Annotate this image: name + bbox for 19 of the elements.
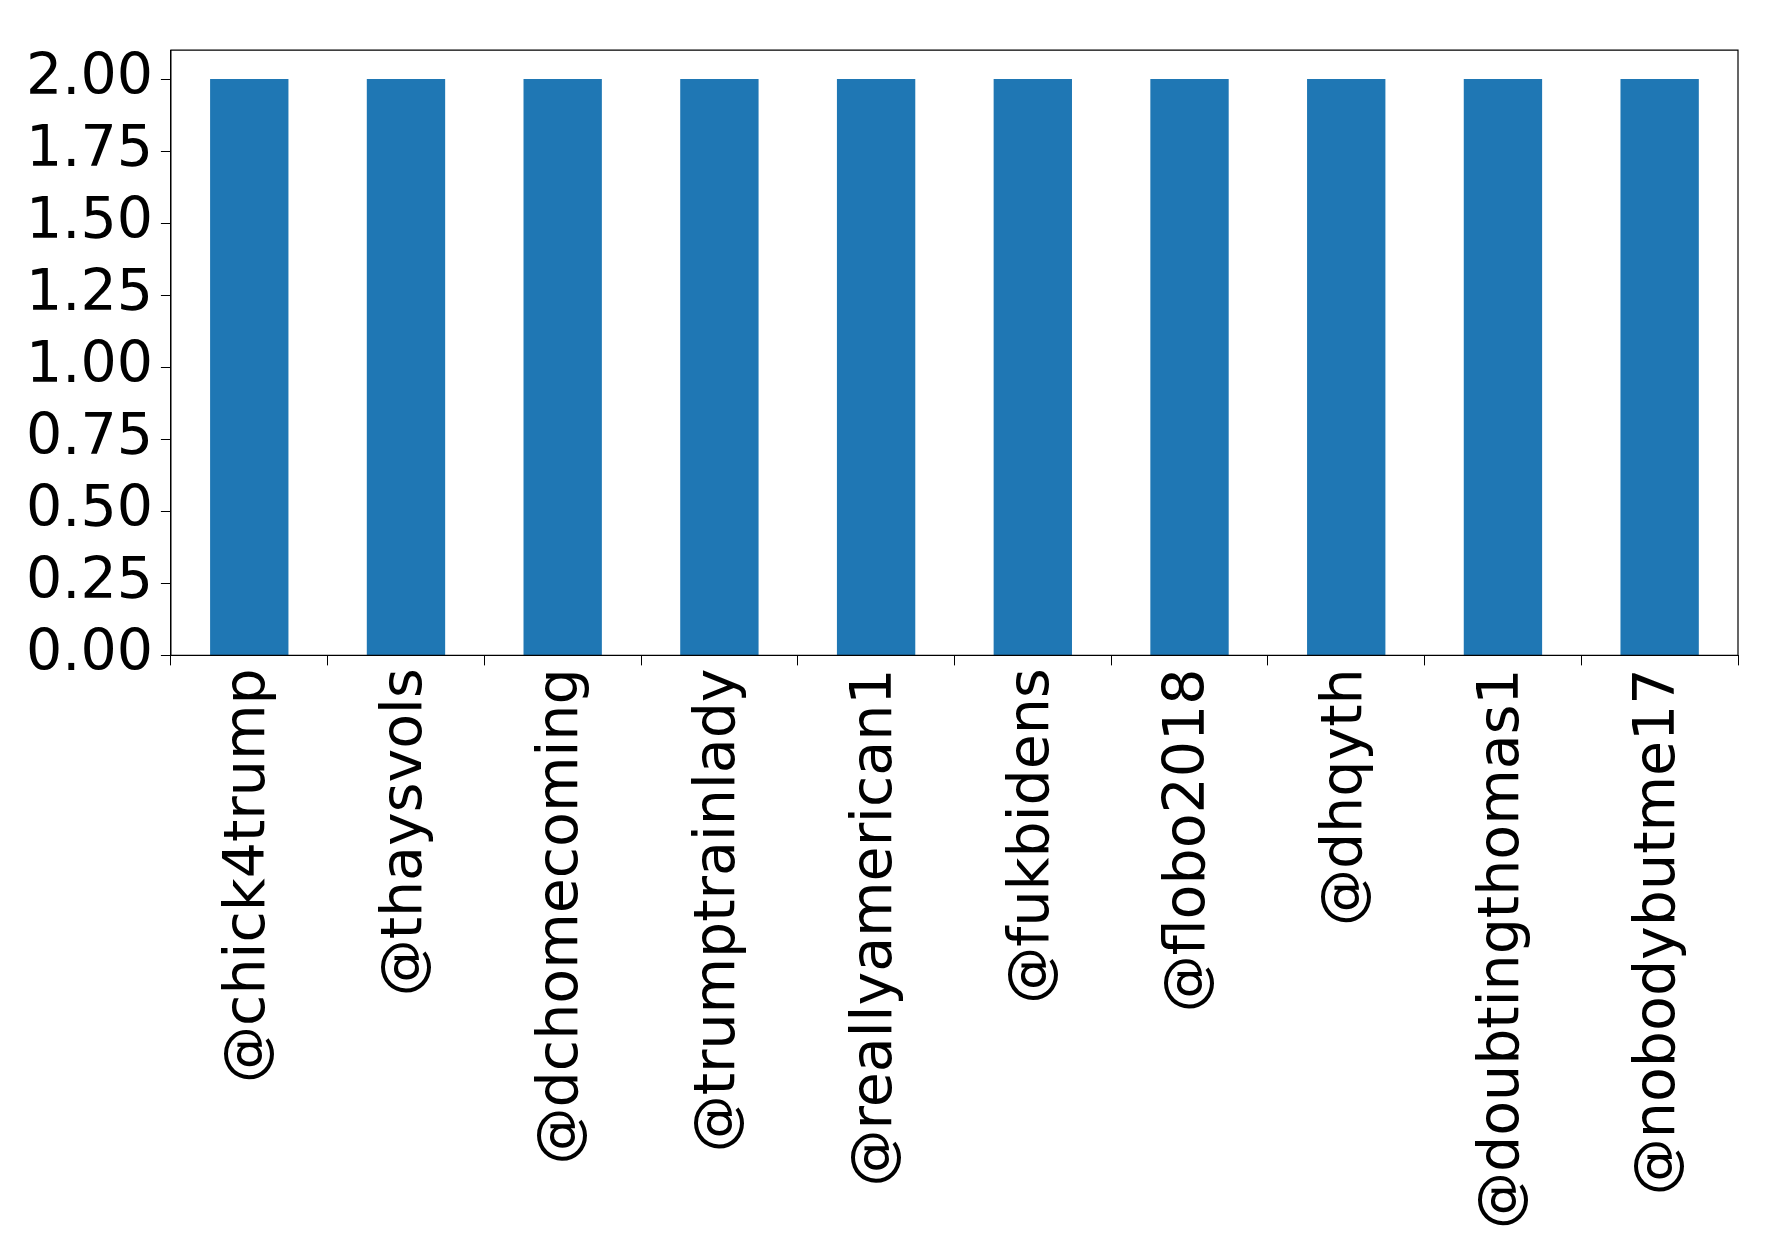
y-tick-label: 1.25 xyxy=(25,256,153,323)
x-tick-label: @reallyamerican1 xyxy=(837,668,904,1187)
y-tick-label: 0.00 xyxy=(25,617,153,684)
y-tick-label: 0.25 xyxy=(25,545,153,612)
y-tick-label: 1.00 xyxy=(25,329,153,396)
x-tick-label: @flobo2018 xyxy=(1151,668,1218,1013)
x-tick-label: @doubtingthomas1 xyxy=(1464,668,1531,1229)
x-tick-label: @chick4trump xyxy=(211,668,278,1083)
y-tick-label: 2.00 xyxy=(25,40,153,107)
x-tick-label: @fukbidens xyxy=(994,668,1061,1004)
x-tick-label: @thaysvols xyxy=(367,668,434,997)
y-tick-label: 0.50 xyxy=(25,473,153,540)
y-tick-label: 0.75 xyxy=(25,401,153,468)
x-tick-label: @nobodybutme17 xyxy=(1621,668,1688,1196)
x-tick-label: @dchomecoming xyxy=(524,668,591,1165)
x-tick-label: @dhqyth xyxy=(1308,668,1375,927)
y-tick-label: 1.75 xyxy=(25,112,153,179)
y-tick-label: 1.50 xyxy=(25,184,153,251)
x-tick-label: @trumptrainlady xyxy=(681,668,748,1153)
